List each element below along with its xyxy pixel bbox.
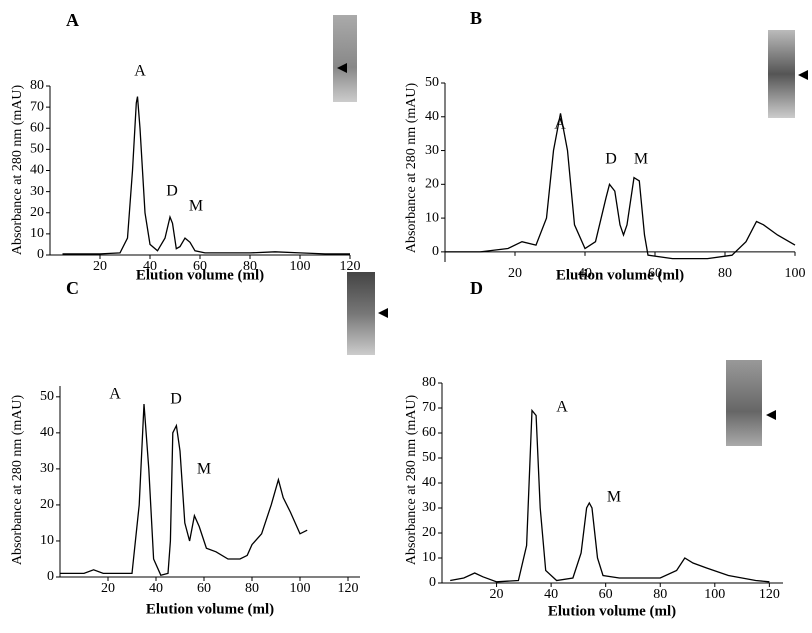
x-tick-label: 60 xyxy=(197,581,211,596)
y-tick-label: 60 xyxy=(422,425,436,440)
y-tick-label: 0 xyxy=(37,247,44,262)
x-tick-label: 20 xyxy=(101,581,115,596)
x-tick-label: 100 xyxy=(704,587,725,602)
y-tick-label: 70 xyxy=(422,400,436,415)
x-axis-label: Elution volume (ml) xyxy=(146,601,274,617)
x-tick-label: 40 xyxy=(544,587,558,602)
y-tick-label: 40 xyxy=(40,425,54,440)
y-tick-label: 40 xyxy=(30,163,44,178)
y-tick-label: 80 xyxy=(422,375,436,390)
y-tick-label: 10 xyxy=(422,550,436,565)
gel-image xyxy=(726,360,762,446)
peak-label: M xyxy=(634,151,648,168)
y-tick-label: 20 xyxy=(425,177,439,192)
x-tick-label: 60 xyxy=(599,587,613,602)
y-tick-label: 10 xyxy=(425,210,439,225)
y-tick-label: 10 xyxy=(30,226,44,241)
y-tick-label: 0 xyxy=(432,244,439,259)
peak-label: A xyxy=(556,399,568,416)
chromatogram-line xyxy=(445,113,796,260)
y-tick-label: 40 xyxy=(422,475,436,490)
panel-label: C xyxy=(66,278,79,298)
y-tick-label: 30 xyxy=(30,184,44,199)
x-tick-label: 60 xyxy=(648,266,662,281)
y-tick-label: 70 xyxy=(30,99,44,114)
panel-label: A xyxy=(66,10,79,30)
chromatogram-line xyxy=(60,403,308,576)
y-axis-label: Absorbance at 280 nm (mAU) xyxy=(10,395,25,566)
y-tick-label: 0 xyxy=(47,569,54,584)
gel-image xyxy=(333,15,357,102)
panel-label: B xyxy=(470,8,482,28)
arrow-marker xyxy=(378,308,388,318)
y-axis-label: Absorbance at 280 nm (mAU) xyxy=(404,83,419,254)
y-tick-label: 0 xyxy=(429,575,436,590)
x-tick-label: 20 xyxy=(508,266,522,281)
x-axis-label: Elution volume (ml) xyxy=(548,603,676,619)
x-tick-label: 20 xyxy=(93,259,107,274)
arrow-marker xyxy=(798,70,808,80)
y-tick-label: 30 xyxy=(40,461,54,476)
y-axis-label: Absorbance at 280 nm (mAU) xyxy=(404,395,419,566)
peak-label: A xyxy=(109,386,121,403)
x-tick-label: 100 xyxy=(290,259,311,274)
y-tick-label: 30 xyxy=(425,143,439,158)
panel-label: D xyxy=(470,278,483,298)
y-tick-label: 60 xyxy=(30,120,44,135)
chromatogram-line xyxy=(450,408,770,583)
x-tick-label: 100 xyxy=(290,581,311,596)
peak-label: D xyxy=(166,183,178,200)
gel-insets xyxy=(333,15,808,446)
peak-label: M xyxy=(189,198,203,215)
peak-label: D xyxy=(170,391,182,408)
y-tick-label: 50 xyxy=(425,75,439,90)
x-tick-label: 80 xyxy=(718,266,732,281)
arrow-marker xyxy=(337,63,347,73)
x-tick-label: 80 xyxy=(653,587,667,602)
x-tick-label: 80 xyxy=(245,581,259,596)
x-tick-label: 40 xyxy=(578,266,592,281)
peak-label: M xyxy=(607,489,621,506)
y-axis-label: Absorbance at 280 nm (mAU) xyxy=(10,85,25,256)
x-tick-label: 40 xyxy=(149,581,163,596)
x-tick-label: 80 xyxy=(243,259,257,274)
y-tick-label: 20 xyxy=(30,205,44,220)
gel-image xyxy=(768,30,795,118)
y-tick-label: 80 xyxy=(30,78,44,93)
gel-image xyxy=(347,272,375,355)
chromatogram-line xyxy=(62,96,350,255)
x-axis-label: Elution volume (ml) xyxy=(136,267,264,283)
y-tick-label: 20 xyxy=(422,525,436,540)
x-tick-label: 100 xyxy=(785,266,806,281)
y-tick-label: 20 xyxy=(40,497,54,512)
x-tick-label: 20 xyxy=(490,587,504,602)
y-tick-label: 50 xyxy=(422,450,436,465)
x-tick-label: 120 xyxy=(759,587,780,602)
arrow-marker xyxy=(766,410,776,420)
x-axis-label: Elution volume (ml) xyxy=(556,267,684,283)
y-tick-label: 50 xyxy=(30,142,44,157)
peak-label: M xyxy=(197,461,211,478)
y-tick-label: 10 xyxy=(40,533,54,548)
y-tick-label: 30 xyxy=(422,500,436,515)
x-tick-label: 120 xyxy=(340,259,361,274)
peak-label: D xyxy=(605,151,617,168)
x-tick-label: 40 xyxy=(143,259,157,274)
y-tick-label: 50 xyxy=(40,389,54,404)
x-tick-label: 60 xyxy=(193,259,207,274)
peak-label: A xyxy=(134,63,146,80)
x-tick-label: 120 xyxy=(338,581,359,596)
y-tick-label: 40 xyxy=(425,109,439,124)
